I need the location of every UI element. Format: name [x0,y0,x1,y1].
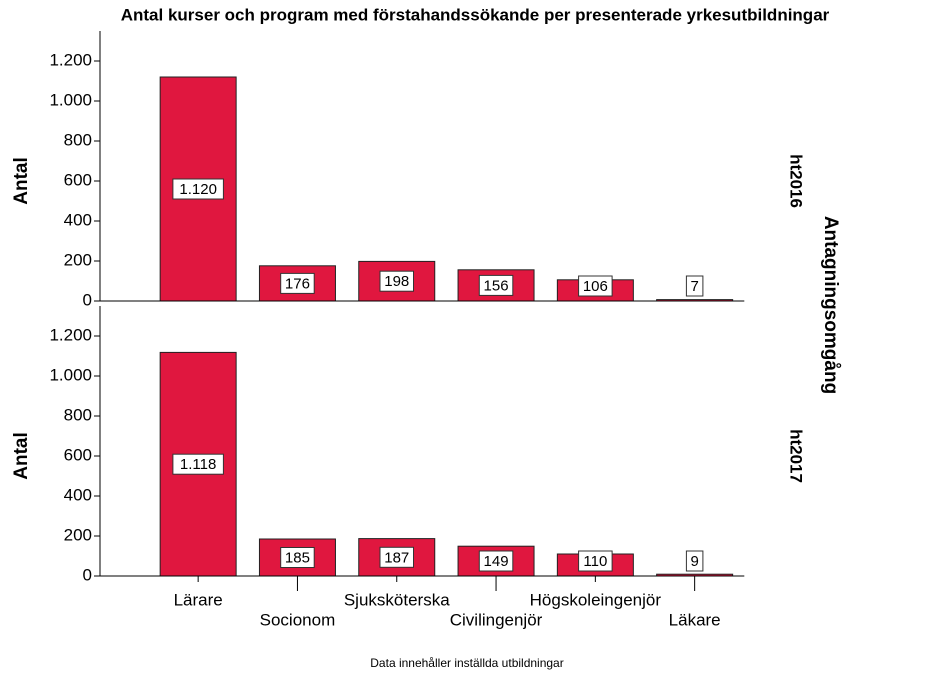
facet-title: Antagningsomgång [820,216,841,394]
bar [258,538,336,577]
value-label-box [478,550,514,572]
value-label: 185 [285,549,310,566]
y-tick-label: 1.200 [49,325,92,344]
y-tick-label: 200 [64,250,92,269]
y-tick-label: 800 [64,130,92,149]
y-tick-label: 1.000 [49,365,92,384]
y-axis-label: Antal [11,157,32,205]
value-label-box [578,550,613,572]
x-tick-label: Läkare [669,610,721,629]
y-tick-label: 400 [64,485,92,504]
x-tick-label: Lärare [174,590,223,609]
y-tick-label: 800 [64,405,92,424]
y-tick-label: 0 [83,565,92,584]
y-tick-label: 600 [64,170,92,189]
value-label: 176 [285,275,310,292]
footnote: Data innehåller inställda utbildningar [370,656,563,670]
chart-title: Antal kurser och program med förstahands… [121,5,830,24]
facet-label: ht2016 [787,154,806,208]
value-label: 106 [583,278,608,295]
x-tick-label: Högskoleingenjör [530,590,662,609]
y-tick-label: 400 [64,210,92,229]
value-label: 9 [690,553,698,570]
value-label-box [280,547,315,568]
value-label-box [172,453,224,475]
value-label: 198 [384,273,409,290]
value-label: 156 [484,277,509,294]
value-label-box [578,275,613,297]
y-tick-label: 600 [64,445,92,464]
value-label-box [172,178,224,200]
value-label: 1.118 [180,456,216,473]
value-label-box [379,546,414,568]
y-tick-label: 0 [83,290,92,309]
value-label: 110 [583,553,607,570]
value-label: 187 [384,549,409,566]
value-label: 7 [690,278,698,295]
facet-label: ht2017 [787,429,806,483]
value-label: 149 [484,553,509,570]
value-label-box [685,275,704,297]
y-axis-label: Antal [11,432,32,480]
y-tick-label: 200 [64,525,92,544]
x-tick-label: Civilingenjör [450,610,543,629]
value-label-box [280,272,315,294]
y-tick-label: 1.200 [49,50,92,69]
value-label-box [685,550,704,572]
y-tick-label: 1.000 [49,90,92,109]
x-tick-label: Socionom [260,610,336,629]
value-label-box [379,270,414,292]
value-label-box [478,274,514,296]
value-label: 1.120 [179,181,217,198]
x-tick-label: Sjuksköterska [344,590,450,609]
